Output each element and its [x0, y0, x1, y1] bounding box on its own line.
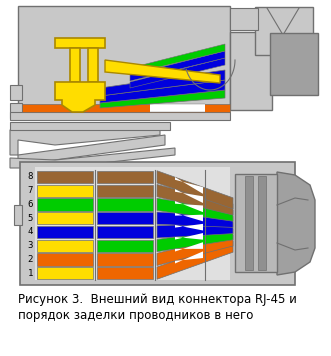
Bar [37, 253, 93, 266]
Bar [37, 212, 93, 224]
Polygon shape [130, 58, 225, 88]
Text: 2: 2 [27, 255, 33, 264]
Bar [230, 32, 272, 110]
Bar [150, 104, 205, 112]
Polygon shape [130, 44, 225, 74]
Bar [10, 112, 230, 120]
Polygon shape [175, 224, 203, 230]
Bar [10, 103, 22, 118]
Polygon shape [157, 184, 233, 215]
Polygon shape [105, 60, 220, 83]
Bar [37, 226, 93, 238]
Bar [97, 198, 153, 210]
Polygon shape [157, 241, 233, 279]
Bar [37, 267, 93, 279]
Bar [37, 240, 93, 252]
Bar [97, 171, 153, 183]
Bar [18, 6, 230, 110]
Bar [14, 205, 22, 225]
Polygon shape [157, 212, 233, 227]
Polygon shape [130, 51, 225, 81]
Bar [97, 184, 153, 197]
Bar [37, 184, 93, 197]
Bar [10, 85, 22, 100]
Bar [258, 176, 266, 270]
Text: 4: 4 [27, 227, 33, 236]
Polygon shape [175, 189, 203, 203]
Polygon shape [100, 70, 225, 96]
Polygon shape [100, 80, 225, 103]
Polygon shape [175, 177, 203, 194]
Bar [235, 174, 277, 272]
Bar [97, 240, 153, 252]
Polygon shape [175, 242, 203, 252]
Bar [270, 33, 318, 95]
Bar [35, 167, 230, 280]
Text: 5: 5 [27, 214, 33, 222]
Polygon shape [175, 233, 203, 240]
Polygon shape [88, 48, 98, 82]
Text: 7: 7 [27, 186, 33, 195]
Polygon shape [70, 48, 80, 82]
Bar [20, 162, 295, 285]
Bar [97, 212, 153, 224]
Bar [230, 8, 258, 30]
Text: Рисунок 3.  Внешний вид коннектора RJ-45 и: Рисунок 3. Внешний вид коннектора RJ-45 … [18, 293, 297, 307]
Polygon shape [157, 171, 233, 209]
Bar [37, 171, 93, 183]
Text: 6: 6 [27, 200, 33, 209]
Polygon shape [175, 201, 203, 212]
Bar [97, 226, 153, 238]
Bar [22, 104, 230, 112]
Polygon shape [18, 135, 165, 165]
Bar [245, 176, 253, 270]
Bar [10, 122, 170, 130]
Polygon shape [55, 82, 105, 112]
Polygon shape [175, 251, 203, 263]
Bar [97, 253, 153, 266]
Text: 8: 8 [27, 172, 33, 181]
Polygon shape [157, 235, 233, 266]
Text: порядок заделки проводников в него: порядок заделки проводников в него [18, 309, 253, 323]
Polygon shape [100, 90, 225, 108]
Polygon shape [175, 213, 203, 221]
Bar [37, 198, 93, 210]
Text: 1: 1 [27, 269, 33, 278]
Polygon shape [157, 198, 233, 221]
Polygon shape [10, 148, 175, 168]
Polygon shape [277, 172, 315, 275]
Bar [97, 267, 153, 279]
Text: 3: 3 [27, 241, 33, 250]
Polygon shape [55, 38, 105, 48]
Polygon shape [10, 127, 160, 155]
Polygon shape [157, 229, 233, 252]
Polygon shape [157, 222, 233, 238]
Bar [255, 7, 313, 55]
